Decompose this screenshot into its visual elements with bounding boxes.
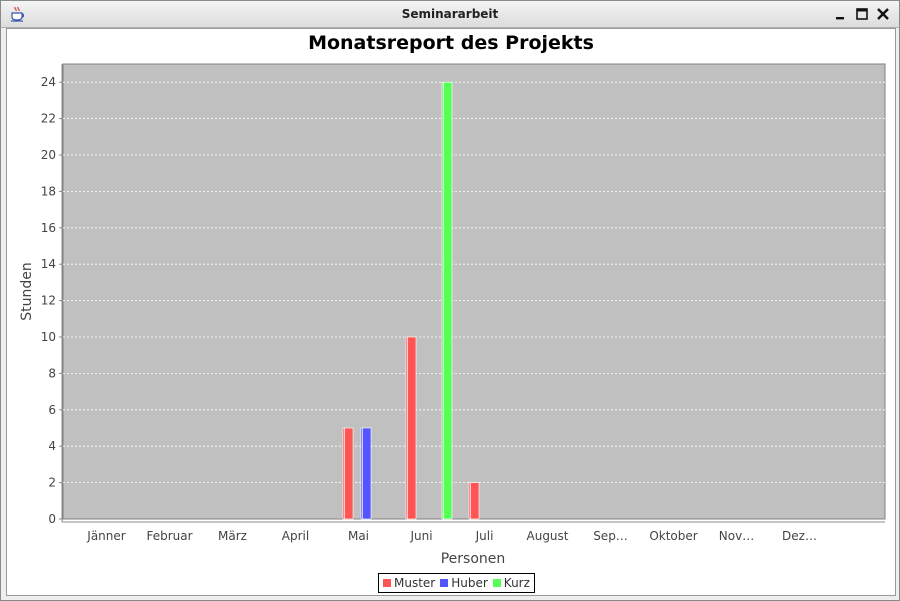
legend-label: Kurz [503, 576, 530, 590]
x-tick-label: Nov… [719, 529, 754, 543]
x-tick-label: April [282, 529, 309, 543]
java-cup-icon[interactable] [9, 6, 25, 22]
window-title: Seminararbeit [401, 7, 499, 21]
x-tick-label: Jänner [86, 529, 125, 543]
x-tick-label: Dez… [782, 529, 817, 543]
bar-muster [405, 336, 417, 520]
y-tick-label: 6 [48, 403, 56, 417]
x-tick-label: Mai [348, 529, 369, 543]
y-tick-label: 14 [41, 257, 56, 271]
legend-label: Muster [394, 576, 436, 590]
x-tick-label: Juni [409, 529, 432, 543]
x-tick-label: August [527, 529, 569, 543]
y-tick-label: 4 [48, 439, 56, 453]
bar-huber [360, 427, 372, 520]
y-tick-label: 24 [41, 75, 56, 89]
y-axis-label: Stunden [19, 262, 35, 321]
x-tick-label: Juli [475, 529, 494, 543]
x-tick-label: März [218, 529, 247, 543]
bar-muster [468, 482, 480, 520]
chart-legend: Muster Huber Kurz [378, 573, 535, 593]
y-tick-label: 0 [48, 512, 56, 526]
x-tick-label: Sep… [593, 529, 628, 543]
legend-label: Huber [451, 576, 488, 590]
x-tick-label: Oktober [649, 529, 697, 543]
legend-swatch [492, 579, 501, 587]
legend-item-huber: Huber [440, 576, 488, 590]
chart-title: Monatsreport des Projekts [308, 32, 594, 54]
bar-muster [342, 427, 354, 520]
y-tick-label: 22 [41, 112, 56, 126]
x-axis-label: Personen [441, 551, 506, 567]
y-tick-label: 20 [41, 148, 56, 162]
maximize-icon[interactable] [853, 5, 871, 23]
legend-swatch [440, 579, 449, 587]
y-tick-label: 8 [48, 366, 56, 380]
legend-swatch [383, 579, 391, 587]
plot-area [62, 63, 886, 520]
legend-item-muster: Muster [383, 576, 435, 590]
close-icon[interactable] [874, 5, 892, 23]
x-tick-label: Februar [146, 529, 192, 543]
y-tick-label: 10 [41, 330, 56, 344]
chart-panel: Monatsreport des Projekts 0 2 4 6 8 10 12 14 16 1… [6, 28, 896, 596]
y-tick-label: 2 [48, 476, 56, 490]
title-bar[interactable]: Seminararbeit [1, 1, 899, 28]
minimize-icon[interactable] [831, 5, 849, 23]
y-tick-label: 18 [41, 184, 56, 198]
y-tick-label: 16 [41, 221, 56, 235]
bar-kurz [441, 81, 453, 520]
legend-item-kurz: Kurz [492, 576, 530, 590]
y-tick-label: 12 [41, 294, 56, 308]
